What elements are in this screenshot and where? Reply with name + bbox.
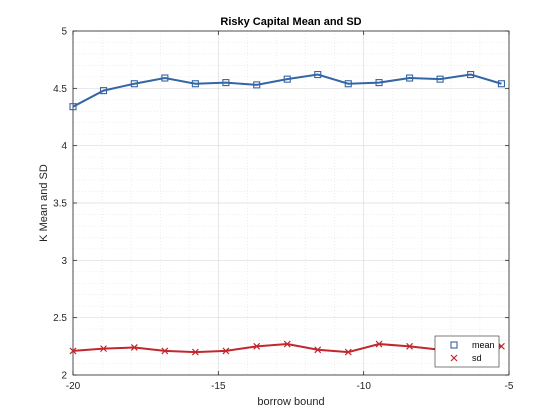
data-point-mean	[497, 80, 505, 88]
data-point-mean	[191, 80, 199, 88]
data-point-mean	[161, 74, 169, 82]
series-line-mean	[72, 73, 502, 108]
data-point-mean	[467, 71, 475, 79]
axis-ticks: -20 -15 -10 -5 2 2.5 3 3.5 4 4.5 5	[53, 27, 514, 393]
y-tick-label: 4	[61, 141, 67, 152]
legend-label-sd: sd	[472, 353, 482, 363]
x-tick-label: -5	[505, 381, 514, 392]
data-point-sd	[314, 346, 322, 354]
x-tick-label: -15	[211, 381, 226, 392]
legend-marker-sd	[450, 354, 458, 362]
data-point-sd	[130, 344, 138, 351]
data-point-mean	[283, 75, 291, 83]
data-point-mean	[222, 79, 230, 87]
data-point-sd	[344, 348, 352, 356]
legend: mean sd	[434, 335, 500, 368]
series-layer	[69, 71, 505, 356]
legend-marker-mean	[450, 341, 458, 349]
data-point-sd	[406, 342, 414, 350]
legend-box	[434, 335, 500, 368]
data-point-mean	[344, 80, 352, 88]
series-mean	[69, 71, 505, 111]
data-point-mean	[253, 81, 261, 89]
data-point-sd	[222, 347, 230, 355]
data-point-sd	[69, 347, 77, 355]
data-point-mean	[375, 79, 383, 87]
data-point-mean	[99, 87, 108, 95]
y-tick-label: 4.5	[53, 84, 67, 95]
data-point-mean	[69, 103, 77, 111]
y-tick-label: 3.5	[53, 199, 67, 210]
data-point-mean	[314, 71, 322, 79]
data-point-sd	[375, 340, 383, 348]
legend-label-mean: mean	[472, 340, 495, 350]
data-point-sd	[191, 348, 199, 356]
data-point-sd	[161, 347, 169, 355]
data-point-sd	[498, 342, 505, 350]
y-tick-label: 3	[61, 256, 67, 267]
data-point-sd	[253, 342, 261, 350]
data-point-sd	[100, 345, 107, 353]
chart-title: Risky Capital Mean and SD	[220, 16, 361, 28]
data-point-mean	[406, 74, 414, 82]
series-sd	[69, 339, 505, 356]
x-axis-label: borrow bound	[257, 396, 324, 408]
y-tick-label: 2	[61, 371, 67, 382]
x-tick-label: -20	[66, 381, 81, 392]
y-axis-label: K Mean and SD	[38, 164, 50, 242]
x-tick-label: -10	[356, 381, 371, 392]
y-tick-label: 5	[61, 27, 67, 38]
data-point-mean	[436, 75, 444, 83]
data-point-sd	[283, 340, 291, 348]
data-point-mean	[130, 80, 138, 88]
y-tick-label: 2.5	[53, 313, 67, 324]
